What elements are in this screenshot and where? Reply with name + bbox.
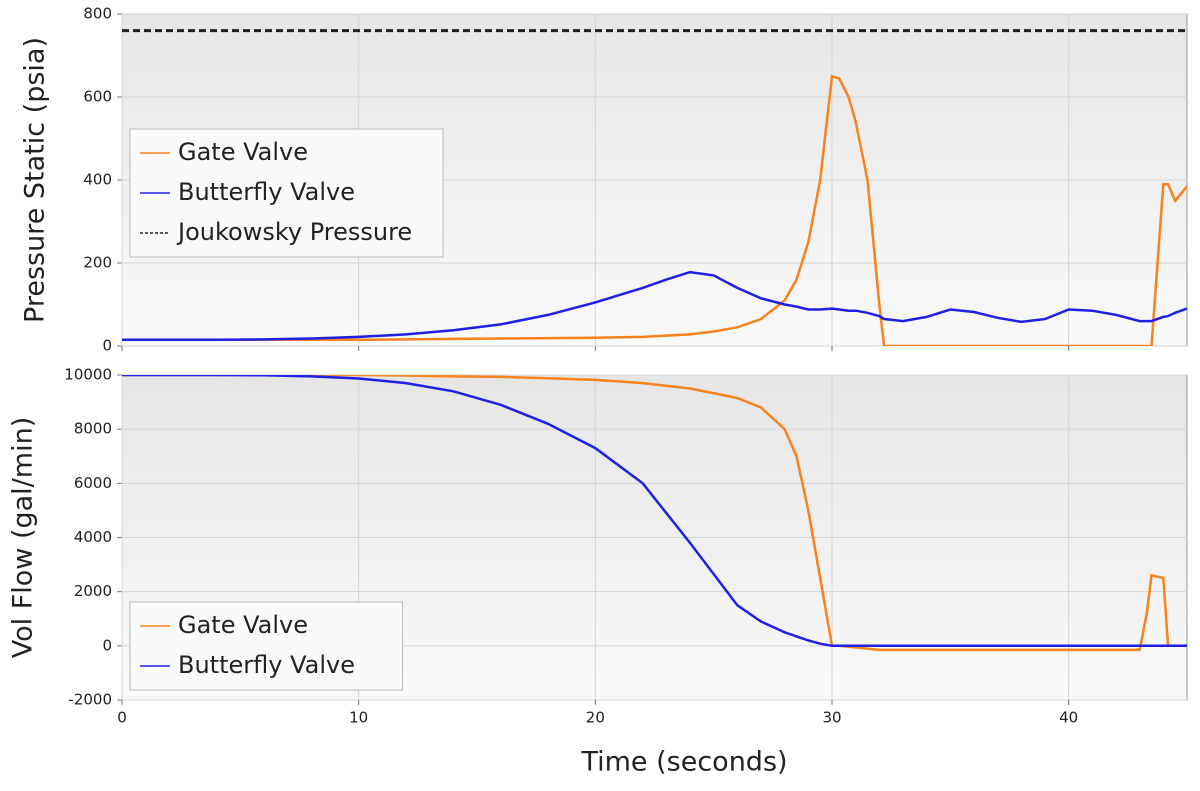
x-axis-label: Time (seconds) <box>580 747 787 778</box>
series-line <box>122 74 1187 346</box>
x-tick-label: 0 <box>117 709 127 727</box>
y-tick-label: 10000 <box>64 366 112 384</box>
y-tick-label: 600 <box>83 88 112 106</box>
legend-box <box>129 128 444 258</box>
legend-label: Gate Valve <box>178 611 308 639</box>
y-tick-label: 4000 <box>74 528 112 546</box>
x-tick-label: 20 <box>586 709 605 727</box>
y-tick-label: 0 <box>102 337 112 355</box>
series-line <box>122 270 1187 342</box>
legend-label: Butterfly Valve <box>178 651 355 679</box>
y-tick-label: 200 <box>83 254 112 272</box>
legend-label: Joukowsky Pressure <box>176 218 412 246</box>
y-axis-label: Pressure Static (psia) <box>20 37 51 323</box>
y-tick-label: -2000 <box>68 691 112 709</box>
y-tick-label: 400 <box>83 171 112 189</box>
legend-label: Butterfly Valve <box>178 178 355 206</box>
series-line <box>122 375 1187 652</box>
y-axis-label: Vol Flow (gal/min) <box>8 417 39 658</box>
y-tick-label: 0 <box>102 636 112 654</box>
x-tick-label: 40 <box>1059 709 1078 727</box>
y-tick-label: 2000 <box>74 582 112 600</box>
y-tick-label: 800 <box>83 5 112 23</box>
y-tick-label: 8000 <box>74 420 112 438</box>
series-line <box>122 375 1187 648</box>
x-tick-label: 10 <box>349 709 368 727</box>
y-tick-label: 6000 <box>74 474 112 492</box>
legend-label: Gate Valve <box>178 138 308 166</box>
legend-box <box>129 601 403 691</box>
x-tick-label: 30 <box>822 709 841 727</box>
